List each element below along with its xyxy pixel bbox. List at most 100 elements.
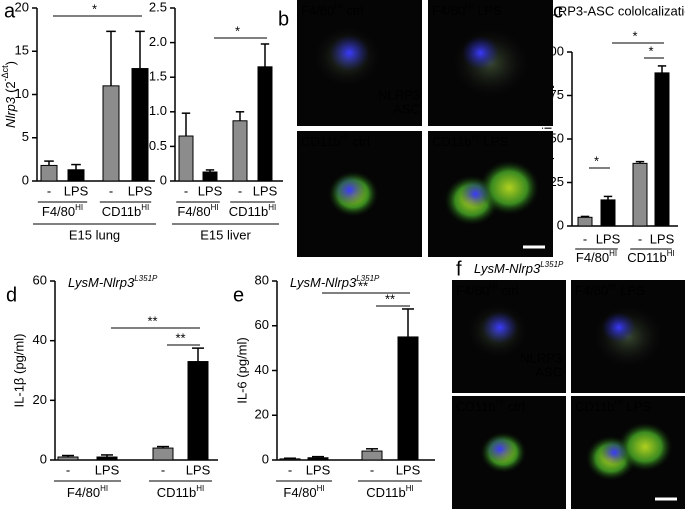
tile-label: F4/80HI LPS bbox=[575, 282, 645, 298]
group-label: F4/80HI bbox=[283, 484, 324, 500]
chart-title: LysM-Nlrp3L351P bbox=[290, 274, 380, 290]
x-tick-label: LPS bbox=[198, 183, 223, 198]
y-tick-label: 60 bbox=[33, 272, 47, 287]
group-label: F4/80HI bbox=[177, 203, 218, 219]
tile-label-tail: ctrl bbox=[346, 3, 363, 18]
tile-label-main: F4/80 bbox=[575, 283, 608, 298]
cell bbox=[617, 422, 673, 472]
y-tick-label: 0 bbox=[160, 172, 167, 187]
group-label-sup: HI bbox=[100, 484, 108, 493]
y-tick-label: 60 bbox=[255, 317, 269, 332]
bar bbox=[96, 456, 118, 461]
y-tick-label: 20 bbox=[33, 392, 47, 407]
y-tick-label: 15 bbox=[15, 43, 29, 58]
stain-label: ASC bbox=[393, 101, 420, 116]
tile-label-main: F4/80 bbox=[456, 283, 489, 298]
bar bbox=[397, 336, 419, 461]
y-tick-label: 0 bbox=[22, 172, 29, 187]
tissue-label: E15 lung bbox=[69, 227, 120, 242]
bar bbox=[361, 450, 383, 461]
significance-label: ** bbox=[175, 330, 185, 345]
significance-label: * bbox=[235, 23, 240, 38]
x-tick-label: - bbox=[370, 462, 374, 477]
chart-title-main: LysM-Nlrp3 bbox=[68, 275, 135, 290]
group-label: CD11bHI bbox=[366, 484, 414, 500]
image-title-sup: L351P bbox=[540, 260, 564, 269]
y-axis-label: IL-6 (pg/ml) bbox=[234, 337, 249, 403]
significance-label: ** bbox=[147, 313, 157, 328]
y-tick-label: 1.0 bbox=[149, 103, 167, 118]
x-tick-label: LPS bbox=[306, 462, 331, 477]
x-tick-label: - bbox=[161, 462, 165, 477]
cell bbox=[460, 180, 491, 208]
group-label-sup: HI bbox=[75, 203, 83, 212]
tile-label-tail: LPS bbox=[484, 134, 509, 149]
bar bbox=[40, 164, 58, 182]
tissue-label: E15 liver bbox=[200, 227, 251, 242]
group-label: CD11bHI bbox=[229, 203, 277, 219]
tile-label-main: CD11b bbox=[575, 399, 615, 414]
chart-title-sup: L351P bbox=[356, 274, 380, 283]
y-axis-label: Nlrp3 (2-Δct) bbox=[0, 61, 18, 128]
group-label-sup: HI bbox=[141, 203, 149, 212]
x-tick-label: LPS bbox=[253, 183, 278, 198]
y-label-gene: Nlrp3 bbox=[3, 96, 18, 128]
tile-label: CD11bHI ctrl bbox=[456, 398, 525, 414]
x-tick-label: - bbox=[638, 231, 642, 246]
x-tick-label: LPS bbox=[95, 462, 120, 477]
bar bbox=[600, 199, 616, 227]
group-label-sup: HI bbox=[196, 484, 204, 493]
tile-label-tail: LPS bbox=[620, 283, 645, 298]
significance-label: * bbox=[594, 153, 599, 168]
group-label-main: F4/80 bbox=[177, 204, 210, 219]
tile-label-sup: HI bbox=[472, 133, 480, 142]
significance-label: ** bbox=[358, 278, 368, 293]
y-tick-label: 20 bbox=[255, 407, 269, 422]
image-title-main: LysM-Nlrp3 bbox=[474, 261, 541, 276]
tile-label-sup: HI bbox=[489, 282, 497, 291]
significance-label: * bbox=[92, 1, 97, 16]
y-tick-label: 20 bbox=[15, 0, 29, 14]
stain-label: NLRP3 bbox=[520, 350, 562, 365]
stain-label: NLRP3 bbox=[378, 87, 420, 102]
group-label-main: F4/80 bbox=[283, 485, 316, 500]
cell bbox=[481, 311, 519, 344]
stain-label: ASC bbox=[535, 364, 562, 379]
panel-letter: d bbox=[6, 284, 17, 306]
tile-label-tail: LPS bbox=[627, 399, 652, 414]
group-label-main: F4/80 bbox=[42, 204, 75, 219]
tile-label: CD11bHI LPS bbox=[575, 398, 651, 414]
x-tick-label: - bbox=[109, 183, 113, 198]
tile-label: F4/80HI ctrl bbox=[301, 2, 364, 18]
cell bbox=[601, 312, 636, 343]
group-label-main: CD11b bbox=[366, 485, 406, 500]
tile-label-tail: ctrl bbox=[501, 283, 518, 298]
tile-label-sup: HI bbox=[465, 2, 473, 11]
y-axis-label: IL-1β (pg/ml) bbox=[11, 334, 26, 408]
bar bbox=[577, 216, 593, 227]
panel-letter: b bbox=[278, 8, 289, 30]
y-label-exp: -Δct bbox=[0, 65, 10, 82]
cell bbox=[485, 435, 515, 463]
group-label-main: CD11b bbox=[157, 485, 197, 500]
tile-label-sup: HI bbox=[341, 133, 349, 142]
y-tick-label: 10 bbox=[15, 86, 29, 101]
tile-label-sup: HI bbox=[615, 398, 623, 407]
y-tick-label: 2.5 bbox=[149, 0, 167, 14]
bar bbox=[131, 68, 149, 182]
tile-label: F4/80HI ctrl bbox=[456, 282, 519, 298]
y-tick-label: 0 bbox=[557, 217, 564, 232]
cell bbox=[333, 175, 366, 205]
x-tick-label: LPS bbox=[650, 231, 675, 246]
y-tick-label: 40 bbox=[255, 362, 269, 377]
y-label-unit: (2 bbox=[3, 81, 18, 93]
group-label-sup: HI bbox=[317, 484, 325, 493]
chart-title-sup: L351P bbox=[134, 274, 158, 283]
bar bbox=[57, 456, 79, 461]
group-label-sup: HI bbox=[406, 484, 414, 493]
panel-letter: c bbox=[553, 0, 563, 22]
group-label-main: F4/80 bbox=[576, 250, 609, 265]
x-tick-label: LPS bbox=[596, 231, 621, 246]
bar bbox=[178, 135, 194, 182]
